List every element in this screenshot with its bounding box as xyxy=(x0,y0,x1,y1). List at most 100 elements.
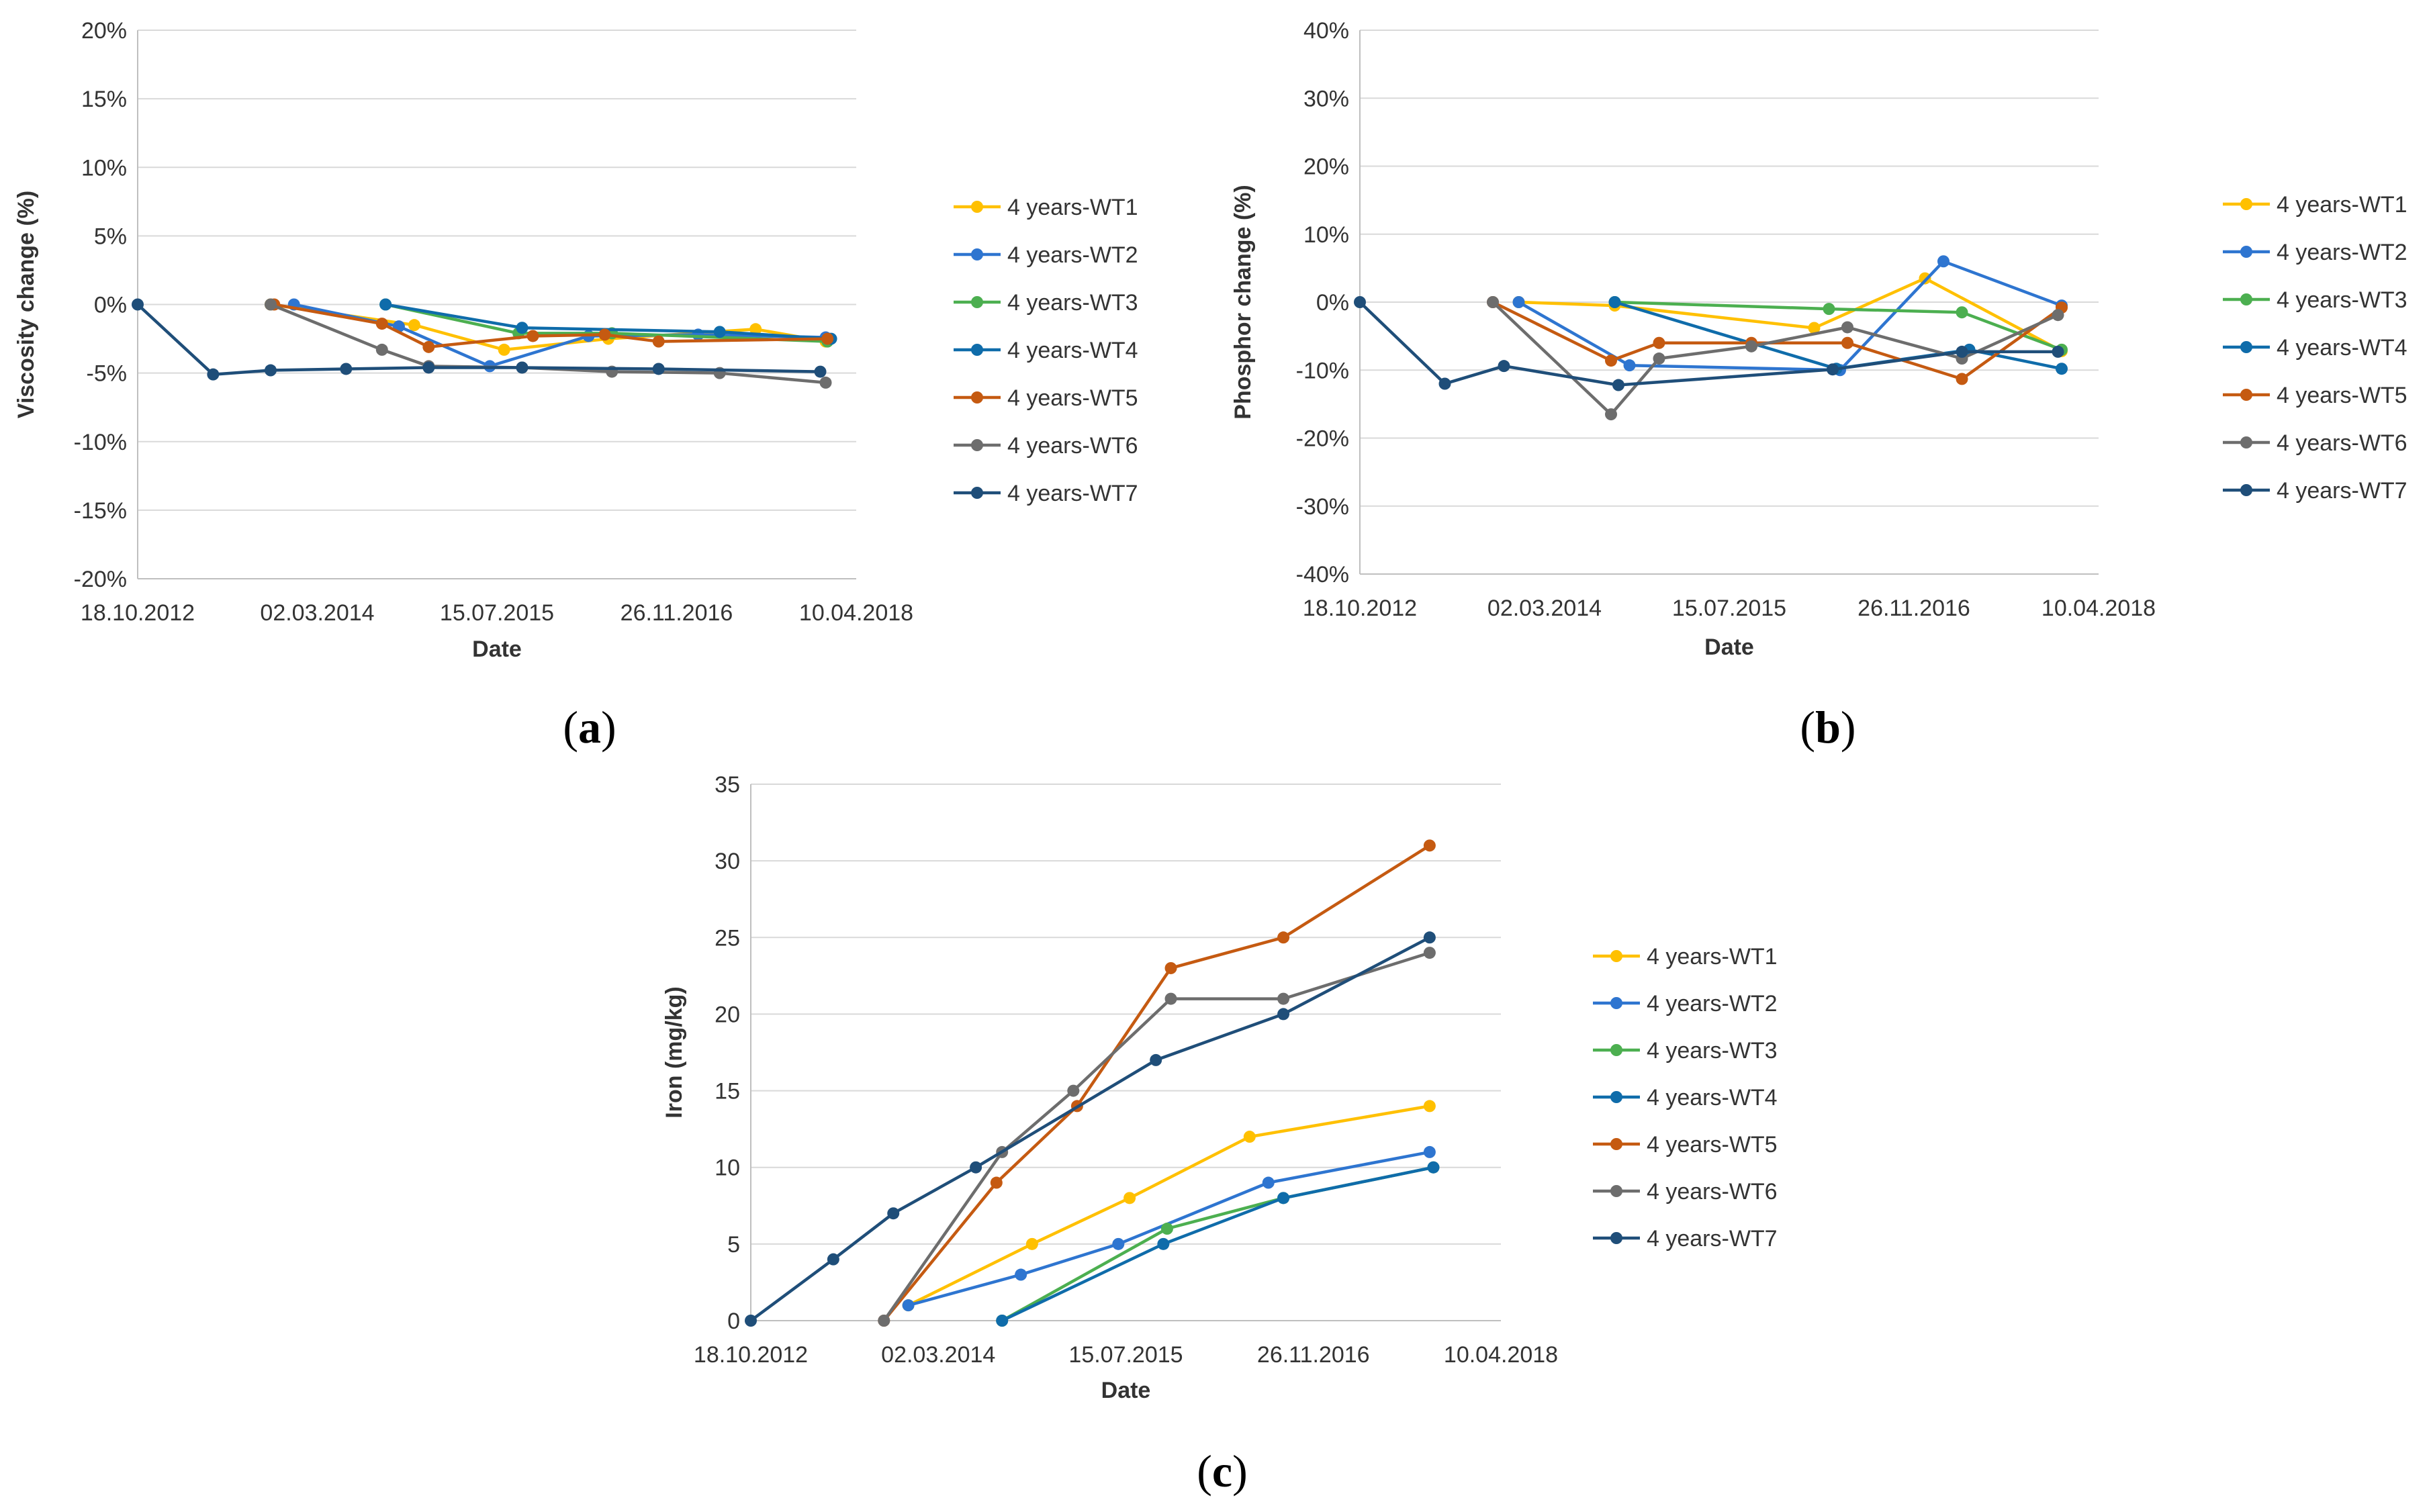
legend-label: 4 years-WT6 xyxy=(1647,1179,1778,1204)
legend-label: 4 years-WT5 xyxy=(1007,385,1138,411)
x-tick-label: 15.07.2015 xyxy=(1672,596,1786,621)
data-point xyxy=(1937,255,1950,268)
data-point xyxy=(878,1315,890,1327)
data-point xyxy=(1605,355,1617,367)
y-tick-label: -20% xyxy=(1296,426,1349,452)
data-point xyxy=(2056,363,2068,375)
legend-label: 4 years-WT7 xyxy=(2277,478,2407,504)
series-4-years-wt6 xyxy=(264,298,832,389)
y-tick-label: 0 xyxy=(727,1309,740,1334)
legend-swatch-marker xyxy=(1610,1044,1622,1056)
series-4-years-wt5 xyxy=(878,839,1436,1327)
legend-label: 4 years-WT4 xyxy=(1007,338,1138,363)
legend-swatch-marker xyxy=(1610,1185,1622,1197)
data-point xyxy=(1277,1192,1290,1204)
data-point xyxy=(1427,1161,1440,1174)
legend-item: 4 years-WT5 xyxy=(954,385,1138,411)
legend-item: 4 years-WT3 xyxy=(1593,1038,1778,1064)
y-tick-label: 25 xyxy=(715,925,740,951)
data-point xyxy=(422,361,435,374)
legend-item: 4 years-WT6 xyxy=(1593,1179,1778,1204)
data-point xyxy=(340,363,353,375)
y-tick-label: 35 xyxy=(715,772,740,798)
data-point xyxy=(1423,931,1436,944)
data-point xyxy=(990,1176,1003,1189)
legend-label: 4 years-WT1 xyxy=(1647,944,1778,970)
data-point xyxy=(887,1207,900,1220)
legend-label: 4 years-WT6 xyxy=(1007,433,1138,459)
legend-item: 4 years-WT4 xyxy=(2223,335,2407,361)
series-4-years-wt1 xyxy=(902,1100,1436,1312)
data-point xyxy=(422,340,435,353)
data-point xyxy=(814,365,827,378)
legend-label: 4 years-WT4 xyxy=(2277,335,2407,361)
y-tick-label: -10% xyxy=(1296,358,1349,383)
y-tick-label: 5 xyxy=(727,1232,740,1258)
series-line xyxy=(270,303,826,352)
series-line xyxy=(385,303,831,340)
data-point xyxy=(1823,303,1835,316)
legend-item: 4 years-WT1 xyxy=(954,195,1138,220)
data-point xyxy=(1243,1131,1256,1143)
legend-item: 4 years-WT4 xyxy=(1593,1085,1778,1111)
data-point xyxy=(1808,322,1821,334)
data-point xyxy=(1827,363,1839,376)
data-point xyxy=(132,298,144,311)
y-tick-label: -5% xyxy=(87,361,127,387)
data-point xyxy=(1423,839,1436,852)
y-tick-label: 15 xyxy=(715,1079,740,1104)
data-point xyxy=(819,376,832,389)
chart-panel-c: 35 30 25 20 15 10 5 0 18.10.2012 02.03.2014 15.07.… xyxy=(661,772,1778,1497)
data-point xyxy=(1438,377,1451,390)
legend-item: 4 years-WT6 xyxy=(2223,430,2407,456)
y-axis-title: Phosphor change (%) xyxy=(1230,185,1256,419)
data-point xyxy=(1487,296,1499,308)
data-point xyxy=(1745,340,1757,352)
x-tick-label: 26.11.2016 xyxy=(1857,596,1970,621)
data-point xyxy=(1277,1008,1290,1021)
y-tick-label: 30 xyxy=(715,849,740,874)
legend-swatch-marker xyxy=(1610,1091,1622,1103)
series-line xyxy=(1614,300,2062,352)
data-point xyxy=(1653,352,1665,365)
legend-swatch-marker xyxy=(1610,1232,1622,1244)
data-point xyxy=(996,1315,1009,1327)
data-point xyxy=(526,330,539,342)
x-tick-label: 02.03.2014 xyxy=(260,600,374,626)
panel-label: (a) xyxy=(563,702,616,753)
data-point xyxy=(1498,360,1510,373)
data-point xyxy=(1623,359,1636,372)
data-point xyxy=(1164,961,1177,974)
series-4-years-wt7 xyxy=(132,298,827,381)
legend-label: 4 years-WT3 xyxy=(2277,287,2407,313)
legend-swatch-marker xyxy=(2240,389,2252,401)
legend-item: 4 years-WT1 xyxy=(1593,944,1778,970)
y-tick-label: 40% xyxy=(1303,18,1349,44)
legend-label: 4 years-WT2 xyxy=(1007,242,1138,268)
series-line xyxy=(882,844,1431,1322)
x-tick-label: 10.04.2018 xyxy=(2042,596,2156,621)
data-point xyxy=(1423,947,1436,959)
y-tick-label: 30% xyxy=(1303,86,1349,111)
panel-label-letter: c xyxy=(1212,1446,1232,1497)
data-point xyxy=(1841,336,1853,349)
legend-item: 4 years-WT1 xyxy=(2223,192,2407,218)
y-tick-label: 10 xyxy=(715,1155,740,1181)
data-point xyxy=(1605,408,1617,421)
data-point xyxy=(970,1161,982,1174)
x-tick-label: 02.03.2014 xyxy=(1487,596,1602,621)
data-point xyxy=(375,318,388,330)
data-point xyxy=(1841,321,1853,334)
legend-item: 4 years-WT3 xyxy=(2223,287,2407,313)
data-point xyxy=(1423,1145,1436,1158)
x-axis-title: Date xyxy=(1704,634,1754,660)
y-tick-label: 20% xyxy=(1303,154,1349,180)
data-point xyxy=(1277,992,1290,1005)
legend-item: 4 years-WT5 xyxy=(2223,383,2407,408)
data-point xyxy=(1157,1237,1170,1250)
data-point xyxy=(1608,296,1621,308)
legend-item: 4 years-WT7 xyxy=(1593,1226,1778,1251)
gridlines xyxy=(751,784,1501,1245)
x-tick-label: 18.10.2012 xyxy=(81,600,195,626)
data-point xyxy=(1919,272,1931,285)
